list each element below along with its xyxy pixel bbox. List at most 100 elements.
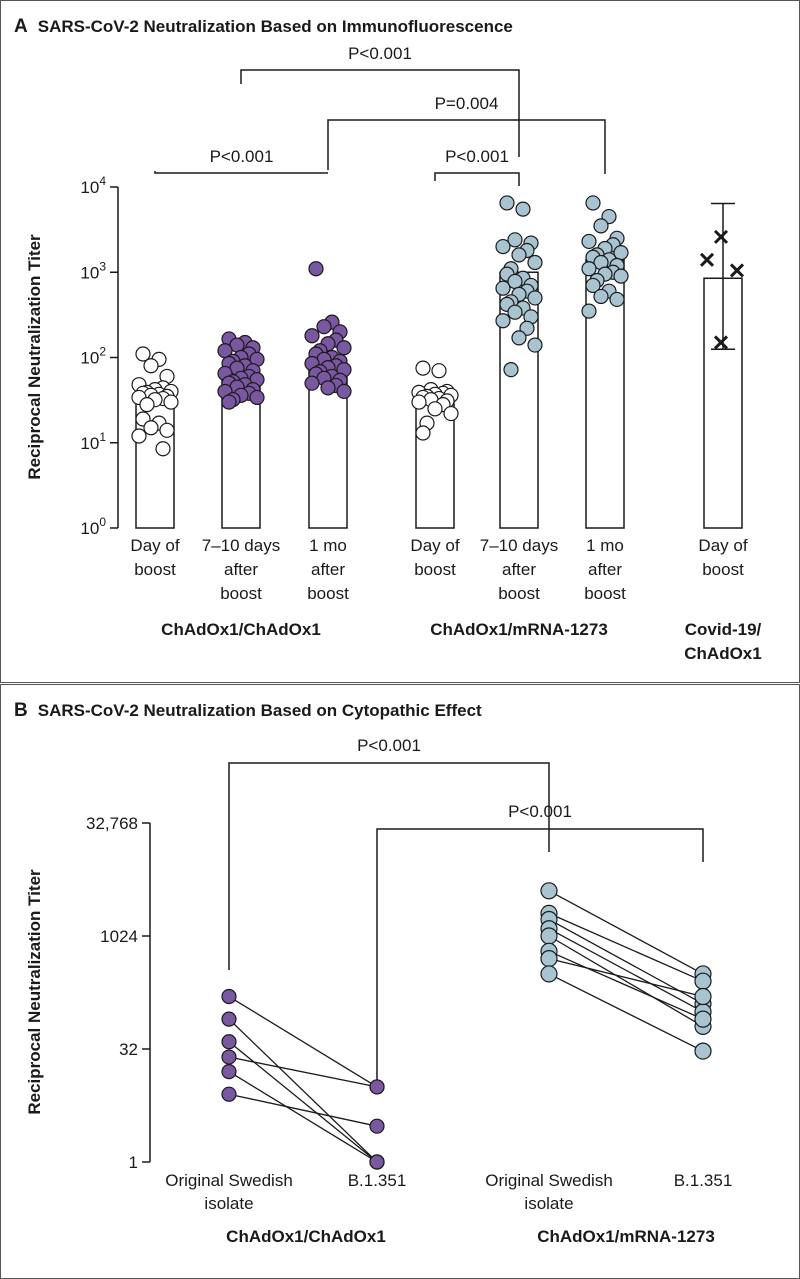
data-point: [221, 1063, 237, 1080]
data-point: [593, 218, 609, 234]
data-point: [143, 358, 159, 374]
group-label: ChAdOx1/mRNA-1273: [430, 620, 608, 639]
data-point: [316, 319, 332, 335]
data-point: [369, 1079, 385, 1095]
group-label: ChAdOx1/mRNA-1273: [537, 1227, 715, 1246]
y-tick-label: 1: [129, 1153, 138, 1172]
x-category-label: Day of: [130, 536, 179, 555]
p-value-label: P<0.001: [348, 44, 412, 63]
y-tick-label: 32,768: [86, 814, 138, 833]
data-point: [415, 425, 431, 441]
data-point: [221, 1011, 237, 1027]
x-category-label: Original Swedish: [165, 1171, 293, 1190]
comparison-bracket: [154, 171, 328, 174]
data-point: [527, 290, 543, 306]
x-category-label: after: [224, 560, 258, 579]
y-tick-label: 1024: [100, 927, 138, 946]
data-point: [694, 972, 712, 990]
data-point: [540, 965, 558, 983]
data-point: [221, 1034, 237, 1050]
x-category-label: boost: [498, 584, 540, 603]
data-point: [221, 1049, 237, 1065]
data-point: [320, 380, 336, 396]
data-point: [511, 330, 527, 346]
data-point: [143, 420, 159, 436]
comparison-bracket: [434, 172, 520, 186]
data-point: [308, 261, 324, 277]
group-label: Covid-19/: [685, 620, 762, 639]
paired-line: [548, 950, 704, 1020]
x-category-label: after: [311, 560, 345, 579]
data-point-x: [713, 335, 729, 350]
data-point: [221, 394, 237, 410]
paired-line: [548, 973, 704, 1052]
group-label: ChAdOx1: [684, 644, 761, 663]
comparison-bracket: [327, 119, 606, 174]
data-point: [159, 422, 175, 438]
data-point: [336, 340, 352, 356]
data-point: [369, 1154, 385, 1170]
y-tick-label: 100: [80, 515, 106, 538]
y-tick-label: 103: [80, 259, 106, 282]
data-point: [221, 988, 237, 1005]
p-value-label: P<0.001: [445, 147, 509, 166]
x-category-label: boost: [307, 584, 349, 603]
paired-line: [228, 995, 378, 1088]
p-value-label: P<0.001: [357, 736, 421, 755]
paired-line: [548, 957, 704, 998]
panel-a: A SARS-CoV-2 Neutralization Based on Immu…: [0, 0, 800, 683]
y-tick-label: 32: [119, 1040, 138, 1059]
paired-line: [548, 890, 704, 975]
data-point: [613, 268, 629, 284]
x-category-label: 1 mo: [586, 536, 624, 555]
paired-line: [548, 912, 704, 982]
comparison-bracket: [376, 828, 704, 1080]
comparison-bracket: [228, 762, 550, 970]
y-axis-label: Reciprocal Neutralization Titer: [25, 234, 44, 480]
data-point: [503, 362, 519, 378]
data-point: [609, 291, 625, 308]
data-point: [431, 363, 447, 379]
data-point: [427, 401, 443, 417]
data-point-x: [713, 229, 729, 244]
x-category-label: isolate: [204, 1194, 253, 1213]
paired-line: [228, 1041, 378, 1163]
data-point: [694, 1010, 712, 1028]
chart-a: 100 101 102 103 104 Reciprocal Neutralization…: [25, 44, 762, 663]
paired-line: [548, 928, 704, 1013]
data-point: [581, 261, 597, 277]
p-value-label: P<0.001: [508, 802, 572, 821]
group-label: ChAdOx1/ChAdOx1: [161, 620, 321, 639]
x-category-label: B.1.351: [348, 1171, 407, 1190]
paired-line: [228, 1018, 378, 1163]
data-point: [443, 405, 459, 422]
x-category-label: boost: [134, 560, 176, 579]
x-category-label: after: [588, 560, 622, 579]
data-point: [694, 1042, 712, 1060]
x-category-label: B.1.351: [674, 1171, 733, 1190]
data-point: [593, 288, 609, 305]
data-point: [221, 1086, 237, 1102]
y-tick-label: 102: [80, 345, 106, 368]
comparison-bracket: [240, 69, 520, 157]
paired-line: [228, 1071, 378, 1163]
data-point: [694, 987, 712, 1006]
x-category-label: 7–10 days: [480, 536, 558, 555]
data-point: [411, 394, 427, 410]
data-point: [163, 394, 179, 410]
data-point: [540, 949, 558, 968]
paired-line: [228, 1056, 378, 1088]
y-tick-label: 101: [80, 430, 106, 453]
p-value-label: P<0.001: [210, 147, 274, 166]
data-point: [585, 277, 601, 294]
x-category-label: Original Swedish: [485, 1171, 613, 1190]
data-point: [527, 254, 543, 271]
data-point: [581, 303, 597, 319]
x-category-label: boost: [702, 560, 744, 579]
data-point-x: [699, 252, 715, 267]
y-tick-label: 104: [80, 174, 106, 197]
x-category-label: Day of: [698, 536, 747, 555]
data-point: [495, 238, 511, 255]
data-point: [336, 383, 352, 400]
